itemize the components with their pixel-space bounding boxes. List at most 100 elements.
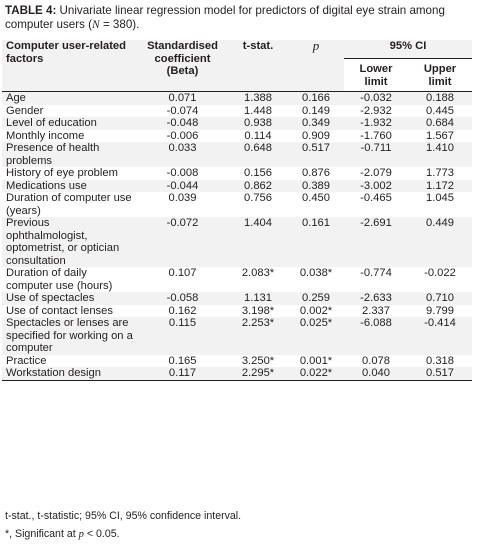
header-lower-limit: Lower limit (344, 58, 408, 92)
table-row: Spectacles or lenses are specified for w… (2, 317, 472, 355)
tstat-cell: 0.938 (228, 117, 288, 130)
p-value-cell: 0.450 (288, 192, 344, 217)
factor-cell: History of eye problem (2, 167, 137, 180)
footnote-significance-text: *, Significant at (5, 528, 79, 540)
factor-cell: Age (2, 91, 137, 105)
table-label: TABLE 4: (5, 4, 57, 17)
beta-cell: 0.165 (137, 354, 228, 367)
ci-lower-cell: -2.633 (344, 292, 408, 305)
ci-lower-cell: -3.002 (344, 179, 408, 192)
footnote-significance-threshold: < 0.05. (83, 528, 120, 540)
ci-lower-cell: -2.932 (344, 104, 408, 117)
factor-cell: Use of spectacles (2, 292, 137, 305)
ci-lower-cell: -1.932 (344, 117, 408, 130)
p-value-cell: 0.025* (288, 317, 344, 355)
beta-cell: -0.072 (137, 217, 228, 267)
beta-cell: -0.008 (137, 167, 228, 180)
beta-cell: -0.044 (137, 179, 228, 192)
p-value-cell: 0.876 (288, 167, 344, 180)
caption-text: Univariate linear regression model for p… (5, 4, 445, 31)
tstat-cell: 0.156 (228, 167, 288, 180)
tstat-cell: 3.250* (228, 354, 288, 367)
ci-upper-cell: 1.567 (408, 129, 472, 142)
header-tstat: t-stat. (228, 40, 288, 92)
p-value-cell: 0.389 (288, 179, 344, 192)
tstat-cell: 0.114 (228, 129, 288, 142)
table-row: Age 0.071 1.388 0.166 -0.032 0.188 (2, 91, 472, 105)
ci-lower-cell: -2.691 (344, 217, 408, 267)
table-row: Workstation design 0.117 2.295* 0.022* 0.040… (2, 367, 472, 381)
footnote-p-variable: p (78, 529, 84, 540)
factor-cell: Presence of health problems (2, 142, 137, 167)
ci-upper-cell: 1.045 (408, 192, 472, 217)
ci-upper-cell: -0.414 (408, 317, 472, 355)
ci-lower-cell: -6.088 (344, 317, 408, 355)
ci-upper-cell: 1.773 (408, 167, 472, 180)
ci-lower-cell: 0.078 (344, 354, 408, 367)
table-row: Use of contact lenses 0.162 3.198* 0.002* 2.… (2, 304, 472, 317)
table-body: Age 0.071 1.388 0.166 -0.032 0.188 Gender -0.07… (2, 91, 472, 381)
table-row: Gender -0.074 1.448 0.149 -2.932 0.445 (2, 104, 472, 117)
factor-cell: Gender (2, 104, 137, 117)
factor-cell: Duration of daily computer use (hours) (2, 267, 137, 292)
factor-cell: Previous ophthalmologist, optometrist, o… (2, 217, 137, 267)
ci-lower-cell: 0.040 (344, 367, 408, 381)
ci-upper-cell: -0.022 (408, 267, 472, 292)
factor-cell: Duration of computer use (years) (2, 192, 137, 217)
p-value-cell: 0.149 (288, 104, 344, 117)
table-row: History of eye problem -0.008 0.156 0.876 -2… (2, 167, 472, 180)
p-value-cell: 0.002* (288, 304, 344, 317)
tstat-cell: 0.862 (228, 179, 288, 192)
caption-text-end: = 380). (99, 17, 140, 31)
p-value-cell: 0.022* (288, 367, 344, 381)
p-value-cell: 0.001* (288, 354, 344, 367)
table-caption: TABLE 4: Univariate linear regression mo… (5, 4, 471, 31)
table-row: Previous ophthalmologist, optometrist, o… (2, 217, 472, 267)
ci-lower-cell: -0.465 (344, 192, 408, 217)
ci-upper-cell: 0.710 (408, 292, 472, 305)
table-row: Level of education -0.048 0.938 0.349 -1.932… (2, 117, 472, 130)
beta-cell: 0.033 (137, 142, 228, 167)
footnote-significance: *, Significant at p < 0.05. (5, 528, 120, 541)
tstat-cell: 1.131 (228, 292, 288, 305)
tstat-cell: 0.648 (228, 142, 288, 167)
header-factor: Computer user-related factors (2, 40, 137, 92)
ci-lower-cell: -0.032 (344, 91, 408, 105)
p-value-cell: 0.166 (288, 91, 344, 105)
factor-cell: Use of contact lenses (2, 304, 137, 317)
factor-cell: Spectacles or lenses are specified for w… (2, 317, 137, 355)
beta-cell: -0.074 (137, 104, 228, 117)
header-row: Computer user-related factors Standardis… (2, 39, 472, 92)
p-value-cell: 0.517 (288, 142, 344, 167)
table-row: Monthly income -0.006 0.114 0.909 -1.760 1.56… (2, 129, 472, 142)
beta-cell: 0.107 (137, 267, 228, 292)
ci-upper-cell: 0.449 (408, 217, 472, 267)
tstat-cell: 2.083* (228, 267, 288, 292)
table-row: Presence of health problems 0.033 0.648 0.5… (2, 142, 472, 167)
ci-upper-cell: 1.172 (408, 179, 472, 192)
ci-lower-cell: -2.079 (344, 167, 408, 180)
header-p: p (288, 39, 344, 92)
table-row: Duration of computer use (years) 0.039 0.7… (2, 192, 472, 217)
factor-cell: Monthly income (2, 129, 137, 142)
header-subrow: Lower limit Upper limit (2, 58, 472, 92)
header-ci: 95% CI (344, 40, 472, 59)
beta-cell: 0.162 (137, 304, 228, 317)
factor-cell: Workstation design (2, 367, 137, 381)
ci-lower-cell: 2.337 (344, 304, 408, 317)
table-row: Medications use -0.044 0.862 0.389 -3.002 1.1… (2, 179, 472, 192)
tstat-cell: 1.388 (228, 91, 288, 105)
ci-upper-cell: 0.684 (408, 117, 472, 130)
tstat-cell: 2.295* (228, 367, 288, 381)
beta-cell: -0.006 (137, 129, 228, 142)
beta-cell: -0.048 (137, 117, 228, 130)
p-value-cell: 0.038* (288, 267, 344, 292)
table-row: Use of spectacles -0.058 1.131 0.259 -2.633 0… (2, 292, 472, 305)
ci-upper-cell: 1.410 (408, 142, 472, 167)
factor-cell: Medications use (2, 179, 137, 192)
ci-lower-cell: -1.760 (344, 129, 408, 142)
beta-cell: 0.071 (137, 91, 228, 105)
beta-cell: 0.115 (137, 317, 228, 355)
tstat-cell: 3.198* (228, 304, 288, 317)
ci-upper-cell: 0.445 (408, 104, 472, 117)
